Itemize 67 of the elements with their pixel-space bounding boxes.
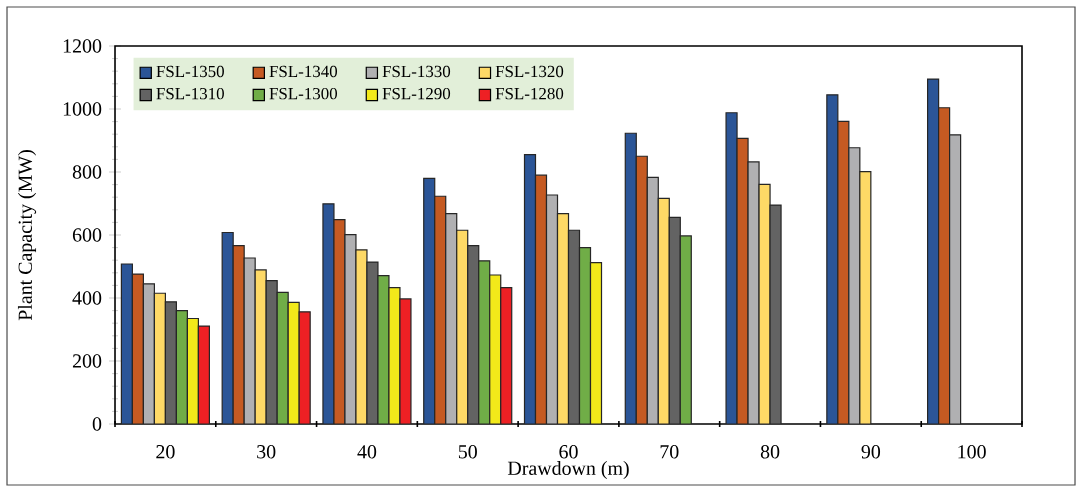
bar	[186, 317, 199, 424]
bar	[142, 283, 155, 424]
bar	[221, 231, 234, 424]
x-tick-label: 50	[458, 445, 477, 459]
bar	[153, 292, 166, 424]
bar	[949, 134, 962, 424]
bar	[287, 301, 300, 424]
legend-label: FSL-1280	[495, 87, 564, 100]
bar	[232, 245, 245, 424]
y-tick-label: 800	[72, 165, 102, 179]
bar	[434, 195, 447, 424]
y-tick-label: 0	[92, 417, 102, 431]
bar	[164, 301, 177, 424]
bar	[175, 310, 188, 424]
y-tick-label: 600	[72, 228, 102, 242]
bar	[859, 171, 872, 424]
bar	[131, 273, 144, 424]
bar	[579, 247, 591, 424]
legend-label: FSL-1350	[156, 65, 224, 78]
x-tick-label: 70	[660, 445, 679, 459]
bar	[938, 107, 951, 424]
bar	[524, 154, 536, 424]
legend-label: FSL-1330	[382, 65, 451, 78]
bar	[568, 230, 580, 424]
bar	[500, 287, 513, 424]
bar	[546, 194, 558, 424]
legend-label: FSL-1290	[382, 87, 451, 100]
bar	[826, 94, 839, 424]
bar	[276, 291, 289, 424]
bar	[557, 213, 569, 424]
legend-label: FSL-1340	[269, 65, 338, 78]
bar	[646, 176, 659, 424]
bar	[927, 78, 940, 424]
bar	[243, 257, 256, 424]
y-tick-label: 1000	[63, 102, 102, 116]
bar	[624, 132, 637, 424]
y-axis-title: Plant Capacity (MW)	[17, 150, 37, 321]
x-axis-title: Drawdown (m)	[507, 460, 629, 480]
bar	[120, 263, 133, 424]
legend-label: FSL-1310	[156, 87, 224, 100]
x-tick-label: 80	[760, 445, 780, 459]
bar	[679, 235, 692, 424]
bar	[535, 175, 547, 424]
bar	[635, 155, 648, 424]
x-tick-label: 90	[861, 445, 881, 459]
bar	[837, 120, 850, 424]
x-tick-label: 30	[257, 445, 276, 459]
bar	[589, 262, 603, 424]
x-tick-label: 20	[156, 445, 175, 459]
bar	[848, 147, 861, 424]
x-tick-label: 40	[357, 445, 377, 459]
bar	[254, 269, 267, 424]
bar	[668, 216, 681, 424]
bar	[265, 280, 278, 424]
bar	[423, 177, 436, 424]
x-tick-label: 60	[559, 445, 578, 459]
x-tick-label: 100	[958, 445, 986, 459]
bar	[456, 229, 469, 424]
legend-label: FSL-1300	[269, 87, 338, 100]
y-tick-label: 400	[72, 291, 102, 305]
bar	[489, 274, 502, 424]
y-tick-label: 1200	[63, 39, 102, 53]
bar	[478, 260, 491, 424]
bar	[467, 245, 480, 424]
legend-label: FSL-1320	[495, 65, 564, 78]
y-tick-label: 200	[72, 354, 102, 368]
bar	[657, 197, 670, 424]
